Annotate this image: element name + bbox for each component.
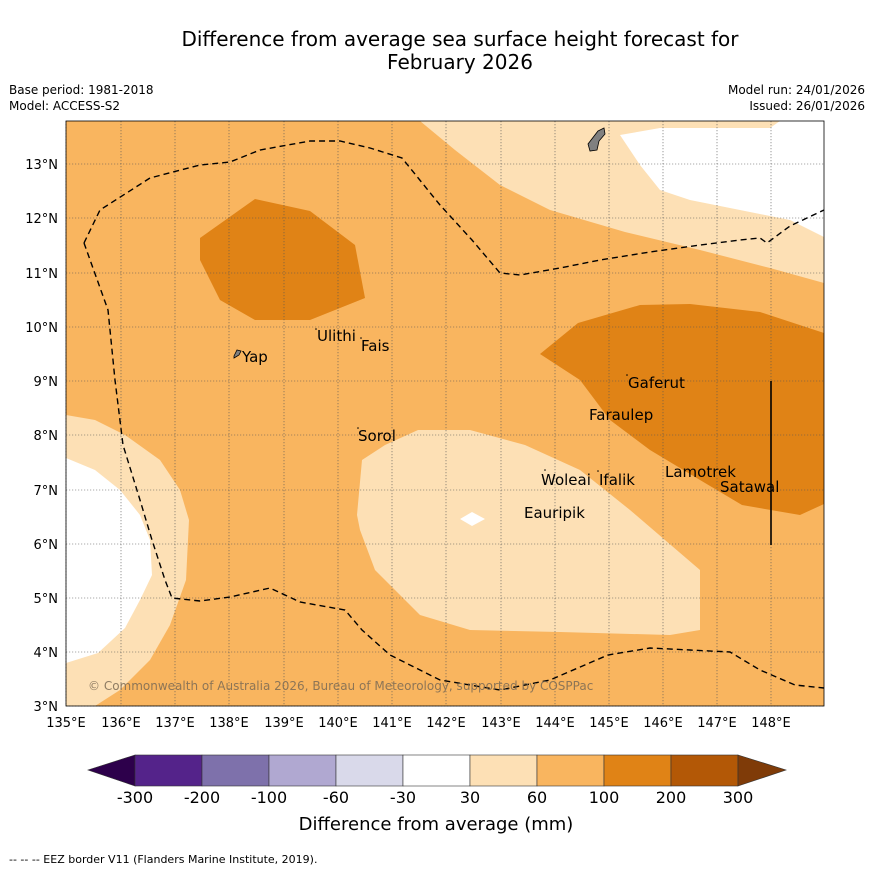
map-frame	[65, 120, 825, 707]
contour-100-200-east	[540, 304, 824, 515]
x-tick-135: 135°E	[46, 716, 86, 731]
marker-ifalik	[597, 470, 599, 472]
marker-fais	[360, 337, 362, 339]
colorbar-tick-7: 60	[527, 788, 547, 807]
contour-neutral-west	[66, 458, 152, 663]
map-title: Difference from average sea surface heig…	[110, 28, 810, 74]
x-tick-142: 142°E	[426, 716, 466, 731]
contour-neutral-northeast	[620, 121, 824, 237]
eez-line-west-lower	[83, 242, 825, 691]
y-tick-13: 13°N	[25, 158, 58, 173]
colorbar-tick-10: 300	[723, 788, 754, 807]
y-tick-11: 11°N	[25, 267, 58, 282]
x-tick-147: 147°E	[697, 716, 737, 731]
colorbar-swatch-7	[536, 754, 605, 787]
colorbar-under-triangle	[87, 754, 136, 787]
label-ulithi: Ulithi	[317, 327, 356, 345]
label-yap: Yap	[241, 348, 268, 366]
y-tick-9: 9°N	[34, 375, 59, 390]
colorbar-tick-6: 30	[460, 788, 480, 807]
colorbar-label: Difference from average (mm)	[299, 814, 574, 835]
x-tick-138: 138°E	[209, 716, 249, 731]
colorbar-swatch-5	[402, 754, 471, 787]
colorbar-swatch-2	[201, 754, 270, 787]
yap-island	[233, 349, 242, 359]
colorbar	[87, 754, 787, 787]
issued-date: Issued: 26/01/2026	[749, 99, 865, 113]
x-tick-144: 144°E	[535, 716, 575, 731]
colorbar-tick-9: 200	[656, 788, 687, 807]
colorbar-swatch-6	[469, 754, 538, 787]
run-info: Model run: 24/01/2026 Issued: 26/01/2026	[728, 82, 865, 114]
label-ifalik: Ifalik	[599, 471, 635, 489]
y-tick-10: 10°N	[25, 321, 58, 336]
colorbar-tick-3: -100	[251, 788, 287, 807]
colorbar-swatch-1	[134, 754, 203, 787]
y-tick-7: 7°N	[34, 484, 59, 499]
label-satawal: Satawal	[720, 478, 779, 496]
model-run-date: Model run: 24/01/2026	[727, 83, 865, 97]
contour-30-60-central	[357, 430, 700, 635]
label-gaferut: Gaferut	[628, 374, 685, 392]
x-tick-145: 145°E	[589, 716, 629, 731]
colorbar-swatch-3	[268, 754, 337, 787]
x-tick-140: 140°E	[318, 716, 358, 731]
colorbar-tick-1: -300	[117, 788, 153, 807]
colorbar-tick-5: -30	[390, 788, 416, 807]
colorbar-over-triangle	[737, 754, 787, 787]
contour-100-200-northwest	[200, 199, 365, 320]
contour-neutral-patch	[460, 512, 485, 526]
y-tick-6: 6°N	[34, 538, 59, 553]
eez-legend-footer: -- -- -- EEZ border V11 (Flanders Marine…	[9, 853, 318, 866]
land	[233, 127, 606, 359]
colorbar-tick-8: 100	[589, 788, 620, 807]
label-fais: Fais	[361, 337, 390, 355]
colorbar-swatch-9	[670, 754, 739, 787]
x-tick-137: 137°E	[155, 716, 195, 731]
y-tick-3: 3°N	[34, 700, 59, 715]
x-tick-141: 141°E	[372, 716, 412, 731]
colorbar-tick-4: -60	[323, 788, 349, 807]
label-lamotrek: Lamotrek	[665, 463, 736, 481]
label-eauripik: Eauripik	[524, 504, 585, 522]
marker-ulithi	[315, 328, 317, 330]
marker-sorol	[357, 427, 359, 429]
colorbar-swatch-8	[603, 754, 672, 787]
y-tick-12: 12°N	[25, 212, 58, 227]
eez-line-west	[83, 140, 825, 276]
x-tick-143: 143°E	[481, 716, 521, 731]
x-tick-139: 139°E	[264, 716, 304, 731]
colorbar-tick-2: -200	[184, 788, 220, 807]
eez-border	[83, 140, 825, 691]
y-tick-8: 8°N	[34, 429, 59, 444]
title-line-1: Difference from average sea surface heig…	[181, 27, 739, 51]
guam-island	[587, 127, 606, 152]
x-tick-136: 136°E	[101, 716, 141, 731]
label-faraulep: Faraulep	[589, 406, 653, 424]
y-tick-4: 4°N	[34, 646, 59, 661]
model-name: Model: ACCESS-S2	[9, 99, 121, 113]
marker-gaferut	[626, 374, 628, 376]
x-tick-146: 146°E	[643, 716, 683, 731]
label-woleai: Woleai	[541, 471, 591, 489]
model-info: Base period: 1981-2018 Model: ACCESS-S2	[9, 82, 154, 114]
place-markers	[315, 328, 628, 472]
y-tick-5: 5°N	[34, 592, 59, 607]
x-tick-148: 148°E	[751, 716, 791, 731]
colorbar-swatch-4	[335, 754, 404, 787]
label-sorol: Sorol	[358, 427, 396, 445]
copyright-watermark: © Commonwealth of Australia 2026, Bureau…	[88, 679, 593, 693]
marker-woleai	[544, 469, 546, 471]
map-panel	[66, 121, 824, 706]
base-period: Base period: 1981-2018	[9, 83, 154, 97]
title-line-2: February 2026	[387, 50, 533, 74]
